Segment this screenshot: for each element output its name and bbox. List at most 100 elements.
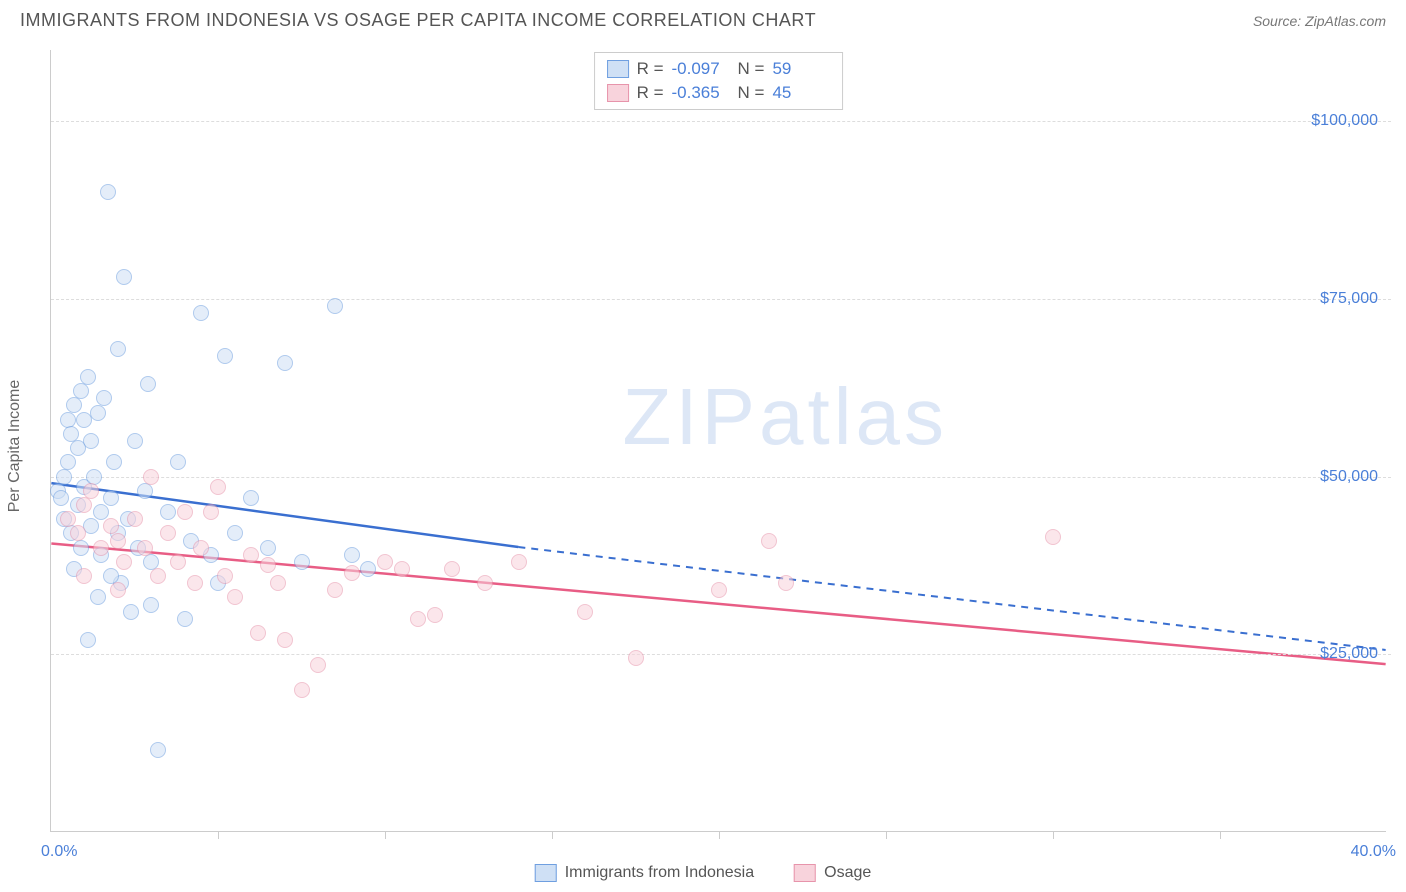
data-point-osage [294, 682, 310, 698]
data-point-indonesia [73, 383, 89, 399]
data-point-osage [193, 540, 209, 556]
data-point-osage [344, 565, 360, 581]
x-tick [719, 831, 720, 839]
data-point-osage [110, 533, 126, 549]
data-point-indonesia [137, 483, 153, 499]
data-point-indonesia [60, 454, 76, 470]
data-point-osage [70, 525, 86, 541]
data-point-osage [76, 568, 92, 584]
data-point-indonesia [53, 490, 69, 506]
data-point-osage [137, 540, 153, 556]
data-point-indonesia [150, 742, 166, 758]
data-point-osage [243, 547, 259, 563]
data-point-osage [203, 504, 219, 520]
legend-swatch-icon [794, 864, 816, 882]
legend-swatch-icon [535, 864, 557, 882]
legend-r-value: -0.097 [672, 59, 730, 79]
data-point-osage [110, 582, 126, 598]
y-tick-label: $25,000 [1320, 645, 1378, 663]
data-point-osage [217, 568, 233, 584]
legend-series-label: Osage [824, 864, 871, 882]
legend-item-osage: Osage [794, 864, 871, 882]
data-point-indonesia [103, 490, 119, 506]
data-point-indonesia [217, 348, 233, 364]
legend-swatch-icon [607, 84, 629, 102]
data-point-osage [377, 554, 393, 570]
source-label: Source: ZipAtlas.com [1253, 13, 1386, 29]
data-point-indonesia [260, 540, 276, 556]
data-point-osage [160, 525, 176, 541]
data-point-indonesia [143, 597, 159, 613]
data-point-osage [260, 557, 276, 573]
x-tick [218, 831, 219, 839]
data-point-osage [761, 533, 777, 549]
data-point-indonesia [327, 298, 343, 314]
data-point-osage [177, 504, 193, 520]
series-legend: Immigrants from Indonesia Osage [535, 864, 872, 882]
data-point-indonesia [90, 405, 106, 421]
grid-line [51, 121, 1391, 122]
data-point-osage [778, 575, 794, 591]
data-point-osage [127, 511, 143, 527]
data-point-indonesia [243, 490, 259, 506]
legend-n-label: N = [738, 83, 765, 103]
data-point-indonesia [116, 269, 132, 285]
data-point-osage [310, 657, 326, 673]
data-point-osage [150, 568, 166, 584]
data-point-indonesia [100, 184, 116, 200]
data-point-osage [143, 469, 159, 485]
data-point-indonesia [93, 504, 109, 520]
legend-stats-box: R =-0.097N =59R =-0.365N =45 [594, 52, 844, 110]
data-point-osage [577, 604, 593, 620]
data-point-indonesia [127, 433, 143, 449]
data-point-indonesia [170, 454, 186, 470]
data-point-indonesia [73, 540, 89, 556]
data-point-indonesia [56, 469, 72, 485]
data-point-osage [277, 632, 293, 648]
legend-item-indonesia: Immigrants from Indonesia [535, 864, 754, 882]
legend-n-value: 45 [772, 83, 830, 103]
data-point-indonesia [83, 433, 99, 449]
data-point-indonesia [140, 376, 156, 392]
data-point-osage [83, 483, 99, 499]
data-point-osage [116, 554, 132, 570]
regression-line-dashed-indonesia [518, 547, 1385, 650]
x-tick [1053, 831, 1054, 839]
grid-line [51, 477, 1391, 478]
y-axis-title: Per Capita Income [6, 380, 24, 513]
legend-r-label: R = [637, 59, 664, 79]
legend-r-value: -0.365 [672, 83, 730, 103]
grid-line [51, 299, 1391, 300]
data-point-osage [76, 497, 92, 513]
data-point-indonesia [294, 554, 310, 570]
data-point-indonesia [360, 561, 376, 577]
data-point-indonesia [160, 504, 176, 520]
x-tick [1220, 831, 1221, 839]
data-point-osage [227, 589, 243, 605]
data-point-osage [477, 575, 493, 591]
y-tick-label: $100,000 [1311, 112, 1378, 130]
chart-title: IMMIGRANTS FROM INDONESIA VS OSAGE PER C… [20, 10, 816, 31]
data-point-osage [60, 511, 76, 527]
data-point-osage [444, 561, 460, 577]
x-axis-max-label: 40.0% [1351, 843, 1396, 861]
data-point-osage [711, 582, 727, 598]
data-point-osage [327, 582, 343, 598]
data-point-indonesia [80, 369, 96, 385]
data-point-osage [394, 561, 410, 577]
grid-line [51, 654, 1391, 655]
data-point-osage [410, 611, 426, 627]
data-point-osage [1045, 529, 1061, 545]
data-point-indonesia [193, 305, 209, 321]
data-point-osage [170, 554, 186, 570]
legend-series-label: Immigrants from Indonesia [565, 864, 754, 882]
data-point-osage [511, 554, 527, 570]
data-point-indonesia [96, 390, 112, 406]
data-point-indonesia [110, 341, 126, 357]
data-point-osage [270, 575, 286, 591]
data-point-osage [250, 625, 266, 641]
legend-swatch-icon [607, 60, 629, 78]
watermark: ZIPatlas [623, 371, 948, 463]
data-point-osage [93, 540, 109, 556]
data-point-indonesia [80, 632, 96, 648]
